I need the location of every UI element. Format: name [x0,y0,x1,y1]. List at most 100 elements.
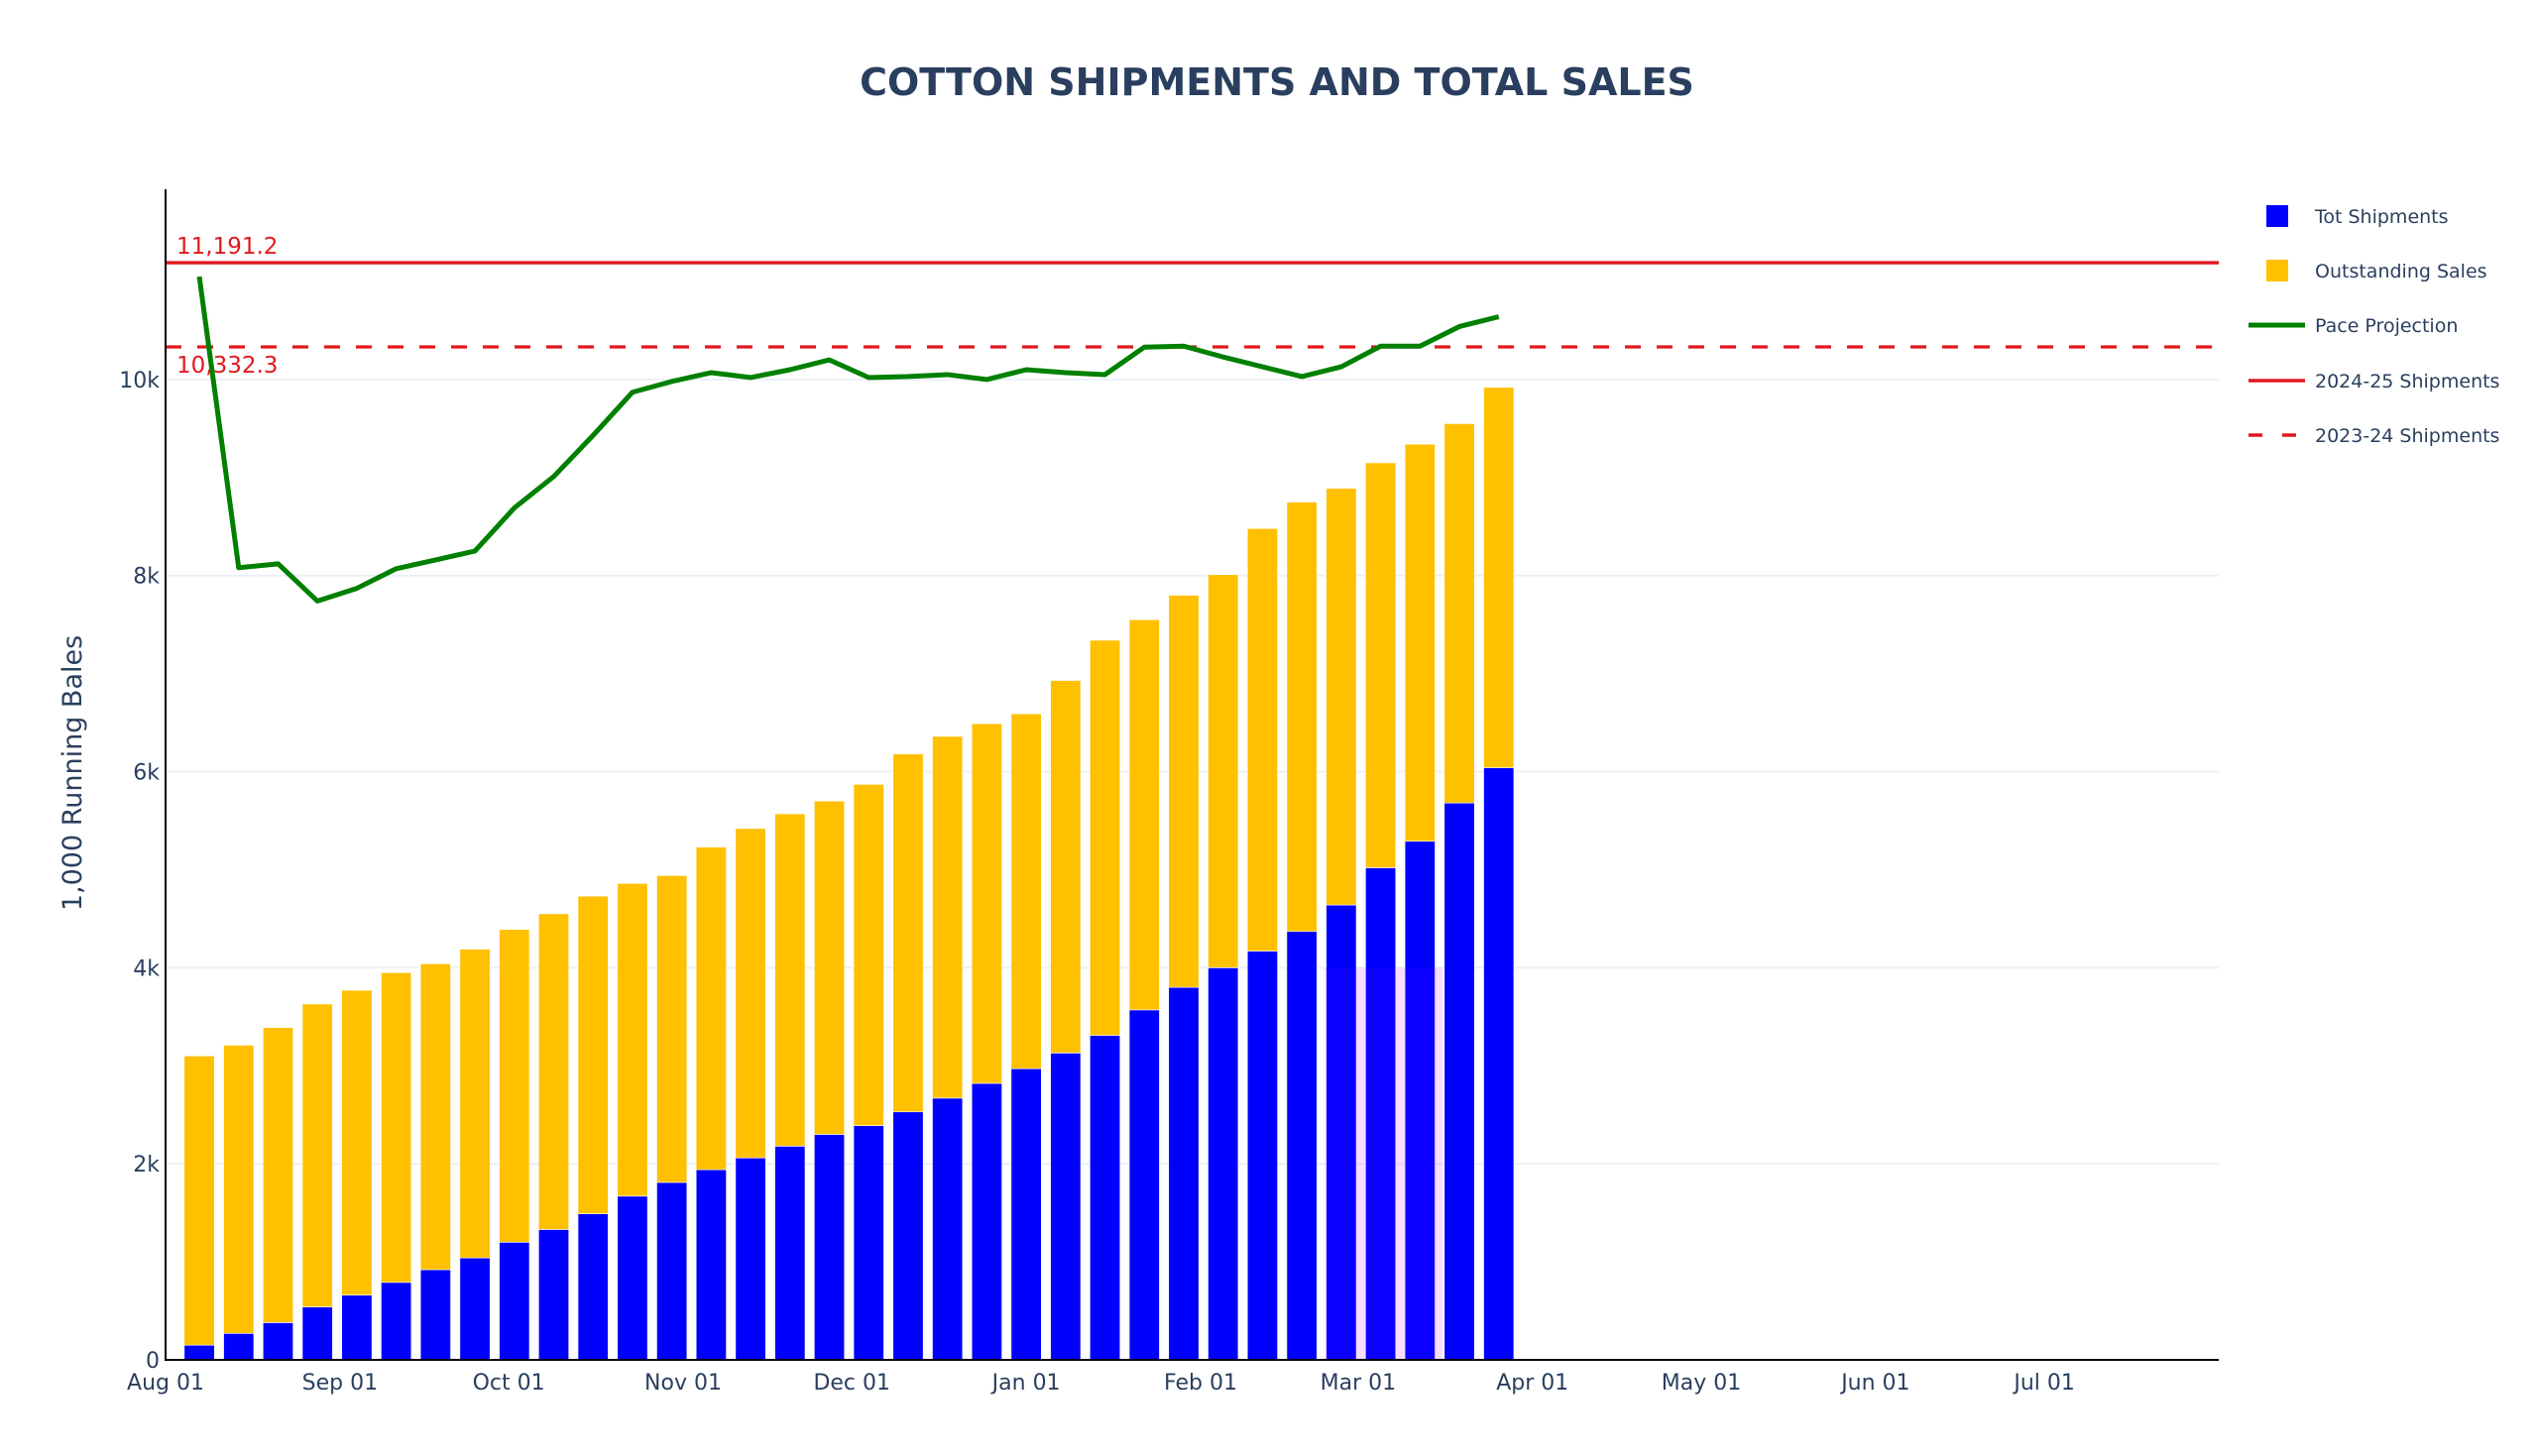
bar-tot-shipments [262,1322,293,1361]
x-tick-label: Jul 01 [2012,1371,2075,1396]
bar-outstanding-sales [1246,527,1278,952]
bar-outstanding-sales [656,875,688,1183]
bar-tot-shipments [1050,1053,1082,1361]
chart-title: COTTON SHIPMENTS AND TOTAL SALES [860,60,1694,104]
y-axis-title: 1,000 Running Bales [58,635,88,911]
bar-outstanding-sales [301,1003,333,1307]
highlight-overlay [1324,967,1442,1360]
bar-outstanding-sales [1286,502,1318,933]
y-tick-label: 6k [133,761,160,786]
bar-tot-shipments [577,1213,609,1361]
x-tick-label: Mar 01 [1321,1371,1397,1396]
bar-tot-shipments [499,1242,530,1361]
bar-outstanding-sales [814,800,846,1135]
bar-outstanding-sales [1365,462,1397,868]
bar-tot-shipments [1483,767,1515,1361]
x-tick-label: Jan 01 [990,1371,1061,1396]
bar-outstanding-sales [1404,443,1436,842]
axes [165,189,2219,1361]
legend-item-2024-25-shipments[interactable]: 2024-25 Shipments [2249,371,2499,392]
legend-label: Pace Projection [2315,315,2458,337]
bar-outstanding-sales [1483,387,1515,768]
y-tick-label: 8k [133,565,160,590]
bar-tot-shipments [183,1344,215,1361]
bar-tot-shipments [617,1195,648,1361]
bar-tot-shipments [419,1269,451,1361]
bar-outstanding-sales [774,813,806,1147]
bar-tot-shipments [1208,967,1239,1361]
pace-line [196,276,1500,604]
bar-outstanding-sales [932,735,964,1099]
bar-tot-shipments [1326,904,1357,1361]
bar-tot-shipments [774,1146,806,1361]
bar-tot-shipments [932,1097,964,1361]
bar-tot-shipments [1443,802,1475,1361]
bar-outstanding-sales [183,1056,215,1346]
bar-outstanding-sales [1168,595,1200,988]
x-tick-label: Sep 01 [302,1371,378,1396]
bar-outstanding-sales [459,949,491,1259]
bar-tot-shipments [301,1306,333,1361]
legend-item-pace-projection[interactable]: Pace Projection [2249,315,2458,337]
bar-tot-shipments [341,1294,373,1361]
bar-outstanding-sales [1050,680,1082,1054]
bar-outstanding-sales [341,989,373,1296]
x-tick-labels: Aug 01 Sep 01 Oct 01 Nov 01 Dec 01 Jan 01 Feb … [127,1371,2075,1396]
legend-label: Outstanding Sales [2315,261,2487,282]
bar-outstanding-sales [499,929,530,1243]
x-tick-label: Apr 01 [1496,1371,1568,1396]
pace-projection-line [196,276,1500,604]
bar-outstanding-sales [892,753,924,1113]
bar-outstanding-sales [1090,639,1121,1036]
bar-tot-shipments [695,1169,727,1361]
legend-item-tot-shipments[interactable]: Tot Shipments [2266,205,2449,228]
x-tick-label: Feb 01 [1164,1371,1237,1396]
bar-tot-shipments [223,1332,255,1361]
bar-outstanding-sales [381,972,412,1284]
legend-label: 2024-25 Shipments [2315,371,2499,392]
x-tick-label: Jun 01 [1839,1371,1909,1396]
legend-swatch-icon [2266,260,2288,281]
legend-item-2023-24-shipments[interactable]: 2023-24 Shipments [2249,425,2499,447]
bar-tot-shipments [892,1111,924,1361]
bar-tot-shipments [735,1157,766,1361]
bar-tot-shipments [1246,951,1278,1361]
bar-outstanding-sales [1326,488,1357,906]
bar-outstanding-sales [1443,423,1475,804]
bar-outstanding-sales [1010,713,1042,1069]
bar-outstanding-sales [262,1027,293,1323]
bar-outstanding-sales [735,828,766,1159]
bar-outstanding-sales [577,895,609,1214]
bar-outstanding-sales [853,784,884,1126]
bar-tot-shipments [656,1181,688,1361]
y-tick-label: 2k [133,1153,160,1177]
bar-tot-shipments [814,1134,846,1361]
bar-outstanding-sales [223,1045,255,1334]
bar-tot-shipments [1010,1067,1042,1361]
y-tick-label: 0 [146,1349,160,1374]
reference-label-2023-24: 10,332.3 [176,353,278,379]
bar-tot-shipments [1128,1009,1160,1361]
bar-outstanding-sales [617,882,648,1197]
bars [183,387,1515,1361]
x-tick-label: Nov 01 [644,1371,722,1396]
bar-outstanding-sales [971,723,1002,1084]
bar-outstanding-sales [695,846,727,1171]
bar-tot-shipments [1168,986,1200,1361]
legend-swatch-icon [2266,205,2288,227]
bar-tot-shipments [538,1229,570,1361]
legend-label: Tot Shipments [2314,206,2449,228]
y-tick-label: 10k [119,369,160,393]
bar-tot-shipments [853,1125,884,1361]
bar-tot-shipments [1404,840,1436,1361]
bar-outstanding-sales [1128,618,1160,1011]
reference-label-2024-25: 11,191.2 [176,234,278,260]
legend-item-outstanding-sales[interactable]: Outstanding Sales [2266,260,2487,282]
bar-tot-shipments [1286,931,1318,1361]
bar-tot-shipments [1090,1035,1121,1361]
y-tick-labels: 0 2k 4k 6k 8k 10k [119,369,160,1374]
x-tick-label: Aug 01 [127,1371,204,1396]
legend-label: 2023-24 Shipments [2315,425,2499,447]
bar-tot-shipments [971,1082,1002,1361]
